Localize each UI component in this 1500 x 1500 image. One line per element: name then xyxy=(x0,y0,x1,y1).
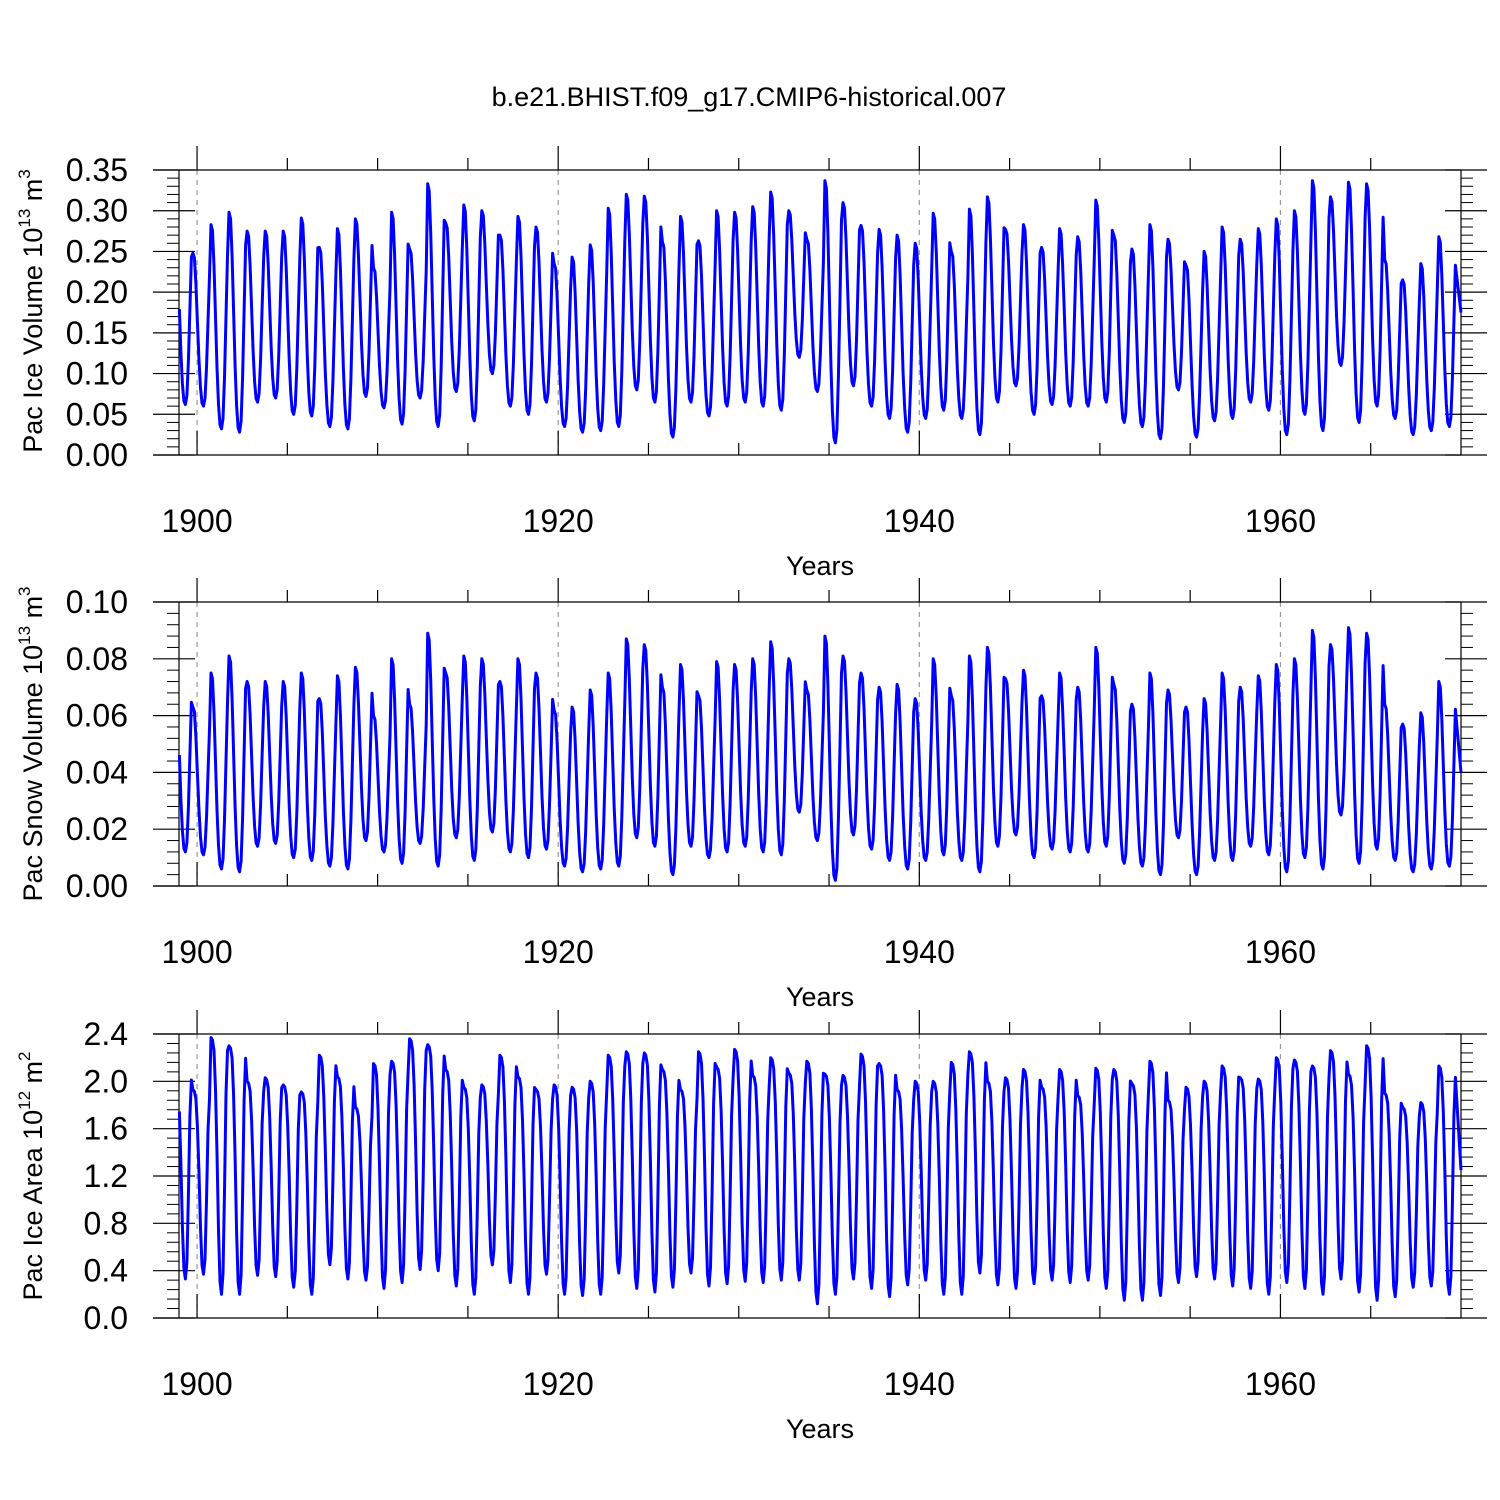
x-tick-label: 1920 xyxy=(523,934,594,970)
x-tick-label: 1960 xyxy=(1245,934,1316,970)
x-axis-title: Years xyxy=(786,1414,854,1444)
y-tick-label: 1.2 xyxy=(84,1158,128,1194)
y-tick-label: 0.25 xyxy=(66,233,128,269)
y-axis-title: Pac Ice Area 1012 m2 xyxy=(15,1051,48,1300)
series-line xyxy=(177,1036,1463,1306)
y-tick-label: 0.30 xyxy=(66,193,128,229)
x-tick-label: 1960 xyxy=(1245,503,1316,539)
x-tick-label: 1940 xyxy=(884,503,955,539)
y-tick-label: 0.00 xyxy=(66,437,128,473)
y-tick-label: 0.10 xyxy=(66,584,128,620)
panel-3: 0.0 0.4 0.8 1.2 1.6 2.0 2.4 1900 1920 1940 1960 Yea… xyxy=(15,1010,1487,1444)
x-tick-label: 1940 xyxy=(884,1366,955,1402)
x-tick-label: 1940 xyxy=(884,934,955,970)
y-tick-label: 2.0 xyxy=(84,1063,128,1099)
x-tick-label: 1920 xyxy=(523,503,594,539)
y-tick-label: 0.8 xyxy=(84,1205,128,1241)
panel-1: 0.00 0.05 0.10 0.15 0.20 0.25 0.30 0.35 1900 1920… xyxy=(15,146,1487,581)
y-tick-label: 0.10 xyxy=(66,356,128,392)
y-tick-label: 0.0 xyxy=(84,1300,128,1336)
y-axis-title: Pac Snow Volume 1013 m3 xyxy=(15,586,48,901)
y-tick-label: 2.4 xyxy=(84,1016,128,1052)
x-axis-title: Years xyxy=(786,982,854,1012)
y-tick-label: 0.15 xyxy=(66,315,128,351)
series-line xyxy=(177,179,1463,445)
x-tick-label: 1920 xyxy=(523,1366,594,1402)
series-line xyxy=(177,626,1463,882)
y-tick-label: 0.02 xyxy=(66,811,128,847)
figure-title: b.e21.BHIST.f09_g17.CMIP6-historical.007 xyxy=(492,82,1007,112)
y-tick-label: 0.05 xyxy=(66,396,128,432)
y-tick-label: 0.35 xyxy=(66,152,128,188)
y-tick-label: 0.00 xyxy=(66,868,128,904)
y-tick-label: 1.6 xyxy=(84,1111,128,1147)
panels: 0.00 0.05 0.10 0.15 0.20 0.25 0.30 0.35 1900 1920… xyxy=(15,146,1487,1444)
y-tick-label: 0.08 xyxy=(66,641,128,677)
y-tick-label: 0.4 xyxy=(84,1253,128,1289)
y-tick-label: 0.20 xyxy=(66,274,128,310)
x-tick-label: 1960 xyxy=(1245,1366,1316,1402)
x-tick-label: 1900 xyxy=(161,934,232,970)
panel-2: 0.00 0.02 0.04 0.06 0.08 0.10 1900 1920 1940 1960… xyxy=(15,578,1487,1012)
y-tick-label: 0.04 xyxy=(66,754,128,790)
x-axis-title: Years xyxy=(786,551,854,581)
x-tick-label: 1900 xyxy=(161,1366,232,1402)
y-axis-title: Pac Ice Volume 1013 m3 xyxy=(15,169,48,453)
y-tick-label: 0.06 xyxy=(66,698,128,734)
x-tick-label: 1900 xyxy=(161,503,232,539)
